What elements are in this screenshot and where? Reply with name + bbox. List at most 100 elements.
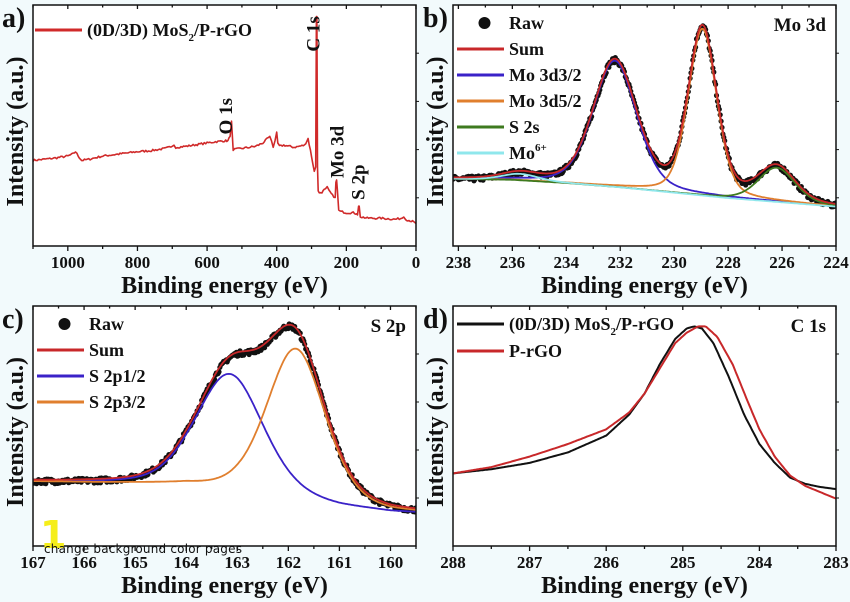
x-tick-label: 200	[334, 253, 360, 272]
legend-item: Sum	[37, 340, 124, 360]
legend-label: S 2p1/2	[89, 366, 146, 386]
x-axis-title: Binding energy (eV)	[121, 273, 328, 299]
legend-label: Mo6+	[509, 142, 547, 163]
panel-label: c)	[2, 304, 24, 335]
x-tick-label: 162	[276, 553, 302, 572]
x-axis-title: Binding energy (eV)	[541, 273, 748, 299]
series-sum	[453, 23, 836, 205]
x-tick-label: 400	[264, 253, 290, 272]
x-tick-label: 285	[670, 553, 696, 572]
panel-title: Mo 3d	[774, 15, 827, 36]
panel-label: d)	[423, 304, 448, 335]
x-tick-label: 286	[593, 553, 619, 572]
x-axis-title: Binding energy (eV)	[541, 573, 748, 599]
axes-frame	[452, 4, 837, 247]
y-axis-title: Intensity (a.u.)	[423, 357, 449, 507]
x-tick-label: 600	[194, 253, 220, 272]
y-axis-title: Intensity (a.u.)	[3, 357, 29, 507]
legend-label: Mo 3d5/2	[509, 91, 582, 111]
x-tick-label: 224	[823, 253, 849, 272]
legend-label: S 2s	[509, 117, 540, 137]
legend-label: Sum	[509, 39, 544, 59]
legend-label: Sum	[89, 340, 124, 360]
plot-marks	[453, 23, 836, 210]
plot-area	[33, 5, 416, 246]
x-tick-label: 283	[823, 553, 849, 572]
series-mo6-	[453, 172, 836, 208]
plot-area	[453, 306, 836, 546]
panel-label: a)	[2, 3, 25, 34]
legend-label: P-rGO	[509, 341, 562, 361]
legend-item: Mo 3d5/2	[457, 91, 582, 111]
legend-label: Mo 3d3/2	[509, 65, 582, 85]
legend-item: P-rGO	[457, 341, 562, 361]
legend-item: Mo6+	[457, 142, 547, 163]
x-tick-label: 164	[173, 553, 199, 572]
peak-annotation: O 1s	[216, 98, 237, 134]
x-tick-label: 232	[607, 253, 633, 272]
legend-item: S 2p1/2	[37, 366, 146, 386]
x-axis-title: Binding energy (eV)	[121, 573, 328, 599]
panel-title: S 2p	[371, 316, 406, 337]
y-axis-title: Intensity (a.u.)	[423, 56, 449, 206]
x-tick-label: 165	[122, 553, 148, 572]
legend-label: Raw	[509, 13, 544, 33]
x-tick-label: 287	[517, 553, 543, 572]
plot-area	[33, 306, 416, 546]
legend-item: S 2s	[457, 117, 540, 137]
peak-annotation: Mo 3d	[328, 125, 349, 178]
legend-item: S 2p3/2	[37, 392, 146, 412]
x-tick-label: 0	[412, 253, 421, 272]
plot-area	[453, 5, 836, 246]
peak-annotation: S 2p	[349, 164, 370, 199]
series--0d-3d-mos2-p-rgo	[33, 15, 416, 225]
x-axis: 288 287 286 285 284 283	[440, 306, 849, 572]
panel-c: 167 166 165 164 163 162 161 160 Binding energy (…	[2, 304, 419, 599]
legend-marker-dot	[58, 318, 71, 330]
x-tick-label: 1000	[51, 253, 85, 272]
panel-title: C 1s	[791, 316, 826, 337]
x-tick-label: 234	[554, 253, 580, 272]
x-tick-label: 228	[715, 253, 741, 272]
legend-marker-dot	[478, 17, 491, 29]
x-tick-label: 163	[225, 553, 251, 572]
peak-annotation: C 1s	[303, 16, 324, 51]
legend-item: (0D/3D) MoS2/P-rGO	[35, 20, 252, 44]
legend-item: Sum	[457, 39, 544, 59]
x-tick-label: 284	[747, 553, 773, 572]
x-axis: 167 166 165 164 163 162 161 160	[20, 306, 419, 572]
axes-frame	[32, 305, 417, 547]
x-tick-label: 160	[378, 553, 404, 572]
legend-label: S 2p3/2	[89, 392, 146, 412]
x-tick-label: 230	[661, 253, 687, 272]
x-tick-label: 236	[500, 253, 526, 272]
series-p-rgo	[453, 325, 836, 500]
legend-label: (0D/3D) MoS2/P-rGO	[87, 20, 252, 44]
plot-marks	[33, 15, 416, 225]
series-sum	[33, 323, 416, 510]
panel-a: 1000 800 600 400 200 0 Binding energy (eV) Inte…	[2, 3, 420, 299]
legend-label: Raw	[89, 314, 124, 334]
x-tick-label: 238	[446, 253, 472, 272]
legend: (0D/3D) MoS2/P-rGO P-rGO	[457, 314, 674, 361]
legend: (0D/3D) MoS2/P-rGO	[35, 20, 252, 44]
panel-d: 288 287 286 285 284 283 Binding energy (eV) Int…	[423, 304, 849, 599]
series-s-2p1-2	[33, 373, 416, 513]
axes-frame	[32, 4, 417, 247]
legend-item: Raw	[58, 314, 124, 334]
x-tick-label: 226	[769, 253, 795, 272]
legend-item: Mo 3d3/2	[457, 65, 582, 85]
watermark-number: 1	[40, 513, 67, 557]
plot-marks	[33, 321, 416, 515]
watermark-text: change background color pages	[44, 542, 243, 556]
legend-label: (0D/3D) MoS2/P-rGO	[509, 314, 674, 338]
plot-marks	[453, 325, 836, 500]
legend-item: (0D/3D) MoS2/P-rGO	[457, 314, 674, 338]
y-axis-title: Intensity (a.u.)	[3, 56, 29, 206]
panel-label: b)	[423, 3, 448, 34]
x-tick-label: 161	[327, 553, 353, 572]
x-tick-label: 167	[20, 553, 46, 572]
x-tick-label: 288	[440, 553, 466, 572]
x-tick-label: 166	[71, 553, 97, 572]
